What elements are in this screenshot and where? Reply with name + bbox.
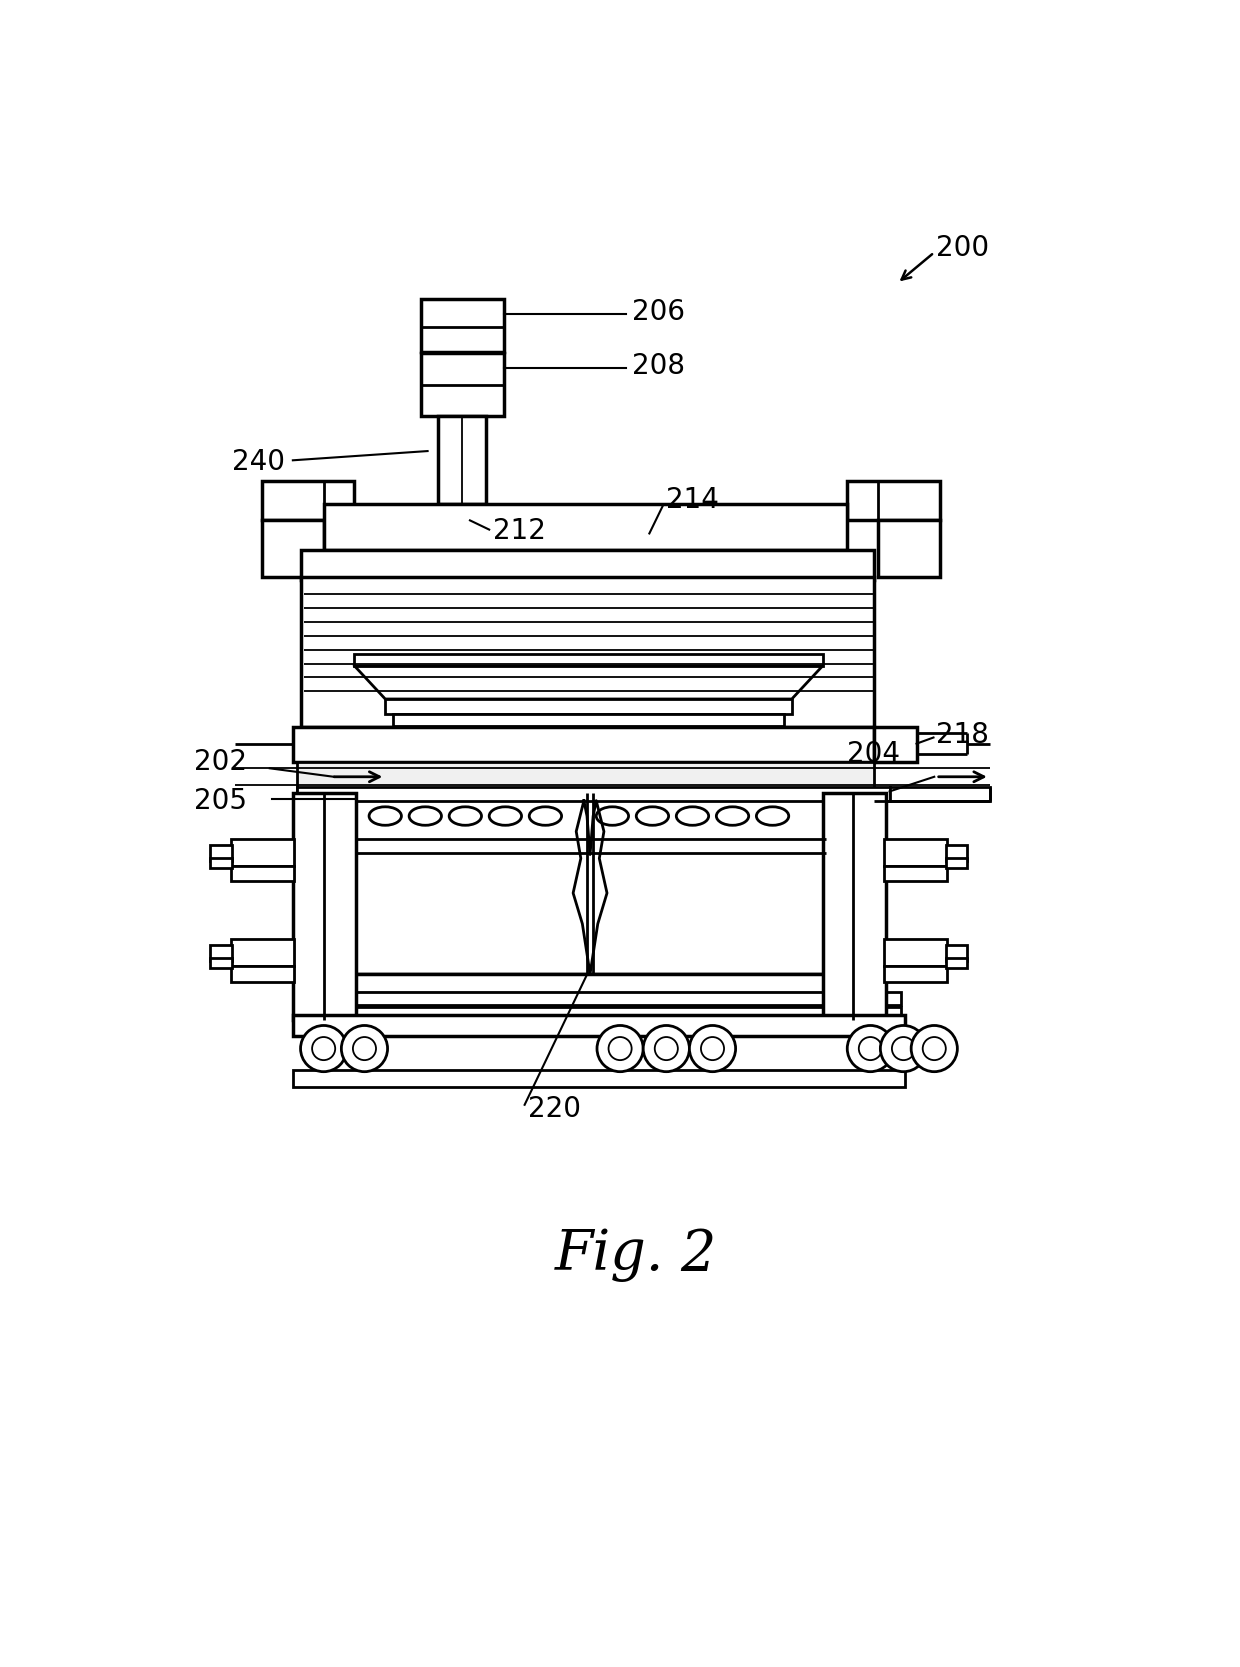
Circle shape	[609, 1037, 631, 1060]
Bar	[293, 1015, 905, 1037]
Circle shape	[911, 1025, 957, 1072]
Bar	[211, 845, 232, 860]
Bar	[231, 839, 294, 867]
Bar	[293, 1007, 901, 1017]
Bar	[355, 793, 828, 974]
Bar	[884, 967, 947, 982]
Bar	[293, 793, 356, 1020]
Text: 204: 204	[847, 740, 900, 768]
Bar	[300, 577, 874, 727]
Bar	[262, 482, 355, 520]
Ellipse shape	[370, 807, 402, 825]
Ellipse shape	[717, 807, 749, 825]
Bar	[293, 727, 874, 762]
Bar	[946, 859, 967, 867]
Bar	[211, 859, 232, 867]
Bar	[296, 762, 874, 793]
Bar	[211, 959, 232, 969]
Bar	[293, 992, 901, 1005]
Bar	[889, 787, 990, 800]
Ellipse shape	[409, 807, 441, 825]
Bar	[262, 520, 324, 577]
Bar	[324, 503, 847, 550]
Text: 214: 214	[666, 487, 719, 515]
Circle shape	[859, 1037, 882, 1060]
Circle shape	[923, 1037, 946, 1060]
Text: 208: 208	[631, 352, 684, 380]
Bar	[420, 352, 503, 415]
Bar	[300, 550, 874, 580]
Bar	[946, 945, 967, 960]
Ellipse shape	[756, 807, 789, 825]
Bar	[393, 715, 784, 725]
Bar	[946, 959, 967, 969]
Text: Fig. 2: Fig. 2	[554, 1227, 717, 1282]
Circle shape	[341, 1025, 388, 1072]
Ellipse shape	[596, 807, 629, 825]
Bar	[874, 727, 916, 762]
Bar	[878, 520, 940, 577]
Circle shape	[300, 1025, 347, 1072]
Bar	[355, 655, 822, 665]
Bar	[847, 482, 940, 520]
Circle shape	[701, 1037, 724, 1060]
Ellipse shape	[529, 807, 562, 825]
Circle shape	[312, 1037, 335, 1060]
Ellipse shape	[449, 807, 481, 825]
Text: 206: 206	[631, 298, 684, 325]
Circle shape	[892, 1037, 915, 1060]
Text: 240: 240	[232, 448, 285, 475]
Bar	[293, 1070, 905, 1087]
Text: 202: 202	[193, 748, 247, 777]
Polygon shape	[355, 665, 822, 698]
Circle shape	[353, 1037, 376, 1060]
Circle shape	[644, 1025, 689, 1072]
Bar	[946, 845, 967, 860]
Bar	[211, 945, 232, 960]
Circle shape	[847, 1025, 894, 1072]
Bar	[822, 793, 885, 1020]
Text: 205: 205	[193, 787, 247, 815]
Circle shape	[880, 1025, 926, 1072]
Text: 212: 212	[494, 517, 546, 545]
Bar	[231, 867, 294, 882]
Ellipse shape	[676, 807, 708, 825]
Circle shape	[596, 1025, 644, 1072]
Bar	[231, 939, 294, 967]
Text: 200: 200	[936, 233, 990, 262]
Bar	[884, 839, 947, 867]
Bar	[884, 939, 947, 967]
Bar	[355, 974, 828, 994]
Bar	[231, 967, 294, 982]
Circle shape	[655, 1037, 678, 1060]
Bar	[420, 298, 503, 352]
Bar	[386, 698, 792, 715]
Bar	[296, 787, 889, 800]
Text: 218: 218	[936, 722, 988, 748]
Ellipse shape	[490, 807, 522, 825]
Text: 220: 220	[528, 1095, 580, 1122]
Ellipse shape	[636, 807, 668, 825]
Bar	[884, 867, 947, 882]
Bar	[439, 415, 486, 503]
Circle shape	[689, 1025, 735, 1072]
